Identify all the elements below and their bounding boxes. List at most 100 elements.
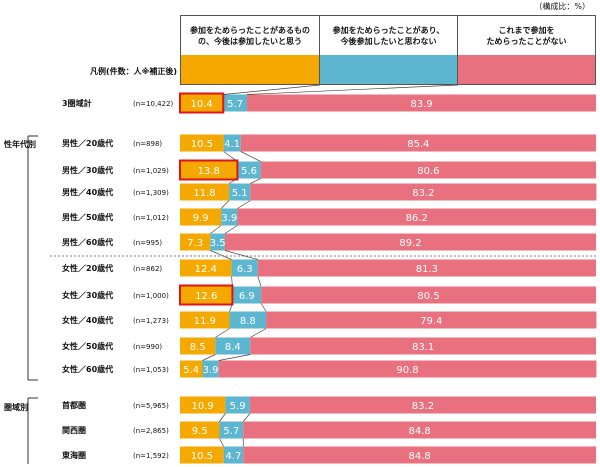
bar-segment — [250, 337, 596, 355]
n-label: (n=5,965) — [133, 402, 169, 410]
bar-value-label: 83.9 — [410, 99, 432, 110]
bar-value-label: 89.2 — [399, 238, 421, 249]
connector-line — [223, 151, 238, 162]
bar-segment — [249, 396, 596, 414]
bar-value-label: 9.9 — [193, 213, 209, 224]
bar-segment — [232, 286, 262, 304]
bar-segment — [250, 183, 597, 201]
category-label: 関西圏 — [62, 425, 86, 435]
bar-value-label: 90.8 — [396, 365, 418, 376]
bar-value-label: 10.5 — [191, 139, 213, 150]
connector-line — [224, 250, 258, 260]
bar-segment — [219, 421, 244, 439]
category-label: 男性／20歳代 — [62, 138, 113, 148]
connector-line — [210, 250, 232, 260]
group-label-gender-age: 性年代別 — [4, 140, 36, 149]
connector-line — [218, 354, 251, 361]
bar-value-label: 83.1 — [412, 342, 434, 353]
legend-swatch-3 — [458, 55, 596, 85]
bar-value-label: 80.6 — [417, 166, 439, 177]
bar-value-label: 83.2 — [412, 401, 434, 412]
bar-segment — [180, 311, 230, 329]
bar-value-label: 10.5 — [191, 451, 213, 462]
connector-line — [240, 151, 261, 162]
connector-line — [219, 413, 226, 422]
category-label: 女性／40歳代 — [62, 315, 113, 325]
category-label: 東海圏 — [62, 450, 86, 460]
bar-value-label: 13.8 — [198, 166, 220, 177]
bar-value-label: 3.5 — [210, 238, 226, 249]
bar-value-label: 84.8 — [408, 426, 430, 437]
category-label: 男性／60歳代 — [62, 237, 113, 247]
bar-value-label: 11.8 — [193, 188, 215, 199]
bar-segment — [240, 134, 596, 152]
bar-segment — [231, 259, 258, 277]
bar-value-label: 12.6 — [195, 291, 217, 302]
bar-segment — [229, 183, 251, 201]
bar-segment — [243, 446, 596, 464]
legend-swatch-1 — [180, 55, 320, 85]
bar-segment — [215, 337, 251, 355]
bar-segment — [180, 396, 226, 414]
bar-segment — [180, 94, 224, 112]
bar-segment — [229, 311, 267, 329]
bar-value-label: 3.9 — [221, 213, 237, 224]
connector-line — [224, 225, 238, 234]
n-label: (n=1,273) — [133, 317, 169, 325]
bar-value-label: 10.9 — [192, 401, 214, 412]
bar-segment — [210, 233, 225, 251]
bar-value-label: 85.4 — [407, 139, 429, 150]
category-label: 首都圏 — [62, 400, 86, 410]
highlight-box — [179, 92, 225, 114]
bar-segment — [218, 360, 597, 378]
category-label: 女性／50歳代 — [62, 341, 113, 351]
connector-line — [210, 225, 222, 234]
group-label-region: 圏域別 — [4, 403, 28, 412]
n-label: (n=1,592) — [133, 452, 169, 460]
category-label: 女性／20歳代 — [62, 263, 113, 273]
n-label: (n=1,012) — [133, 214, 169, 222]
bar-value-label: 8.5 — [190, 342, 206, 353]
bar-segment — [180, 134, 224, 152]
bar-segment — [180, 233, 211, 251]
bar-segment — [180, 421, 220, 439]
legend-label-3: これまで参加を ためらったことがない — [458, 15, 596, 55]
bar-value-label: 5.4 — [183, 365, 199, 376]
connector-line — [202, 354, 216, 361]
bar-value-label: 8.4 — [225, 342, 241, 353]
bar-segment — [266, 311, 597, 329]
bar-value-label: 3.9 — [203, 365, 219, 376]
bar-value-label: 11.9 — [194, 316, 216, 327]
n-label: (n=1,029) — [133, 167, 169, 175]
bar-segment — [180, 337, 216, 355]
category-label: 女性／30歳代 — [62, 290, 113, 300]
bar-segment — [202, 360, 219, 378]
bar-value-label: 5.6 — [241, 166, 257, 177]
bar-value-label: 5.7 — [223, 426, 239, 437]
bar-value-label: 84.8 — [408, 451, 430, 462]
category-label: 女性／60歳代 — [62, 364, 113, 374]
bar-segment — [224, 233, 597, 251]
connector-line — [260, 303, 267, 312]
bar-segment — [223, 134, 241, 152]
connector-line — [219, 438, 224, 447]
bar-segment — [180, 446, 224, 464]
legend-title: 凡例(件数：人※補正後) — [90, 67, 178, 76]
unit-note: （構成比：%） — [534, 2, 590, 11]
bar-value-label: 6.9 — [239, 291, 255, 302]
category-label: 男性／30歳代 — [62, 165, 113, 175]
n-label: (n=1,000) — [133, 292, 169, 300]
bar-value-label: 7.3 — [187, 238, 203, 249]
bar-segment — [225, 396, 250, 414]
bar-value-label: 5.1 — [232, 188, 248, 199]
connector-line — [242, 413, 251, 422]
n-label: (n=990) — [133, 343, 162, 351]
bar-segment — [180, 208, 222, 226]
legend-label-1: 参加をためらったことがあるもの の、今後は参加したいと思う — [180, 15, 320, 55]
bar-value-label: 6.3 — [237, 264, 253, 275]
bar-segment — [223, 94, 247, 112]
bar-value-label: 81.3 — [416, 264, 438, 275]
bar-value-label: 12.4 — [195, 264, 217, 275]
bar-value-label: 9.5 — [192, 426, 208, 437]
